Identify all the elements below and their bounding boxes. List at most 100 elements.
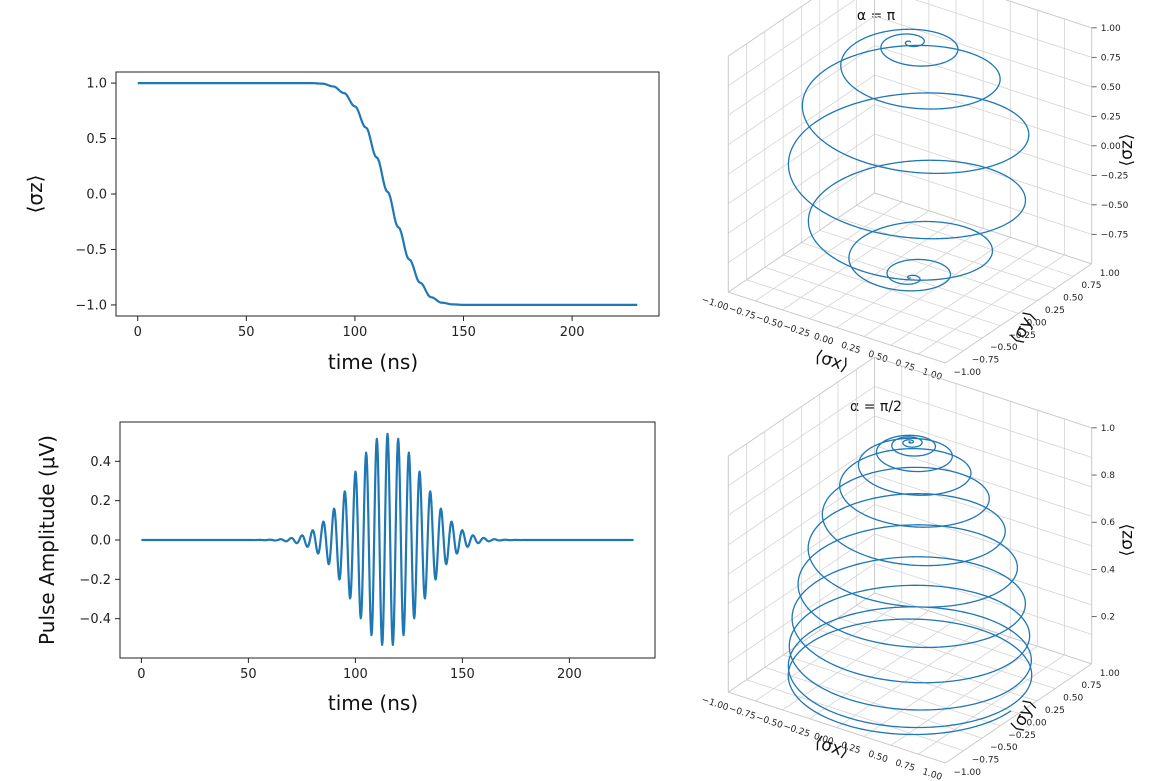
bloch-pi-ztick-label: 0.50	[1101, 83, 1121, 93]
bloch-pi-axes-box	[727, 0, 1093, 364]
sigma-z-xtick-label: 0	[134, 325, 142, 340]
bloch-pi-half-pane-edge	[728, 356, 875, 457]
bloch-pi-ztick-label: −0.25	[1101, 171, 1129, 181]
bloch-pi-half-ytick-label: 0.50	[1063, 694, 1083, 704]
bloch-pi-ytick-label: −0.25	[1008, 331, 1036, 341]
bloch-pi-half-xtick-label: 0.50	[867, 750, 889, 766]
bloch-pi-half-floor-grid	[837, 617, 1056, 690]
bloch-pi-half-zlabel: ⟨σz⟩	[1117, 524, 1137, 557]
pulse-xtick-label: 50	[240, 667, 257, 682]
bloch-pi-xtick-label: 0.75	[894, 358, 916, 374]
bloch-pi-title: α = π	[857, 8, 896, 24]
bloch-pi-half-floor-grid	[801, 642, 1019, 714]
sigma-z-ylabel: ⟨σz⟩	[23, 175, 47, 214]
sigma-z-xtick-label: 100	[343, 325, 368, 340]
pulse-ytick-label: −0.4	[79, 612, 111, 627]
bloch-pi-half-xtick-label: 0.75	[894, 758, 916, 774]
bloch-pi-xtick-label: −0.50	[755, 313, 785, 331]
bloch-pi-half-floor-grid	[918, 654, 1065, 755]
bloch-pi-half-ztick-label: 0.6	[1101, 518, 1116, 528]
bloch-pi-pane-edge	[728, 192, 875, 293]
bloch-pi-half-floor-grid	[856, 605, 1074, 677]
bloch-pi-half-xtick-label: −0.25	[782, 722, 811, 740]
bloch-pi-half-ytick-label: 0.00	[1027, 718, 1047, 728]
sigma-z-ytick-label: 0.5	[86, 132, 107, 147]
bloch-pi-xtick-label: 0.50	[867, 350, 889, 366]
bloch-pi-pane-edge	[1005, 0, 1092, 29]
sigma-z-xlabel: time (ns)	[328, 350, 418, 374]
sigma-z-ytick-label: 0.0	[86, 188, 107, 203]
bloch-pi-half-ytick-label: −0.75	[972, 756, 1000, 766]
bloch-pi-half-ztick-label: 0.8	[1101, 471, 1116, 481]
pulse-xtick-label: 0	[137, 667, 145, 682]
bloch-pi-xtick-label: −0.75	[727, 304, 756, 322]
sigma-z-series-line	[137, 81, 638, 307]
pulse-ytick-label: 0.0	[90, 534, 111, 549]
bloch-pi-ztick-label: 1.00	[1101, 24, 1121, 34]
bloch-pi-wall-grid	[728, 0, 1092, 86]
bloch-pi-floor-grid	[918, 254, 1065, 355]
bloch-pi-half-ztick-label: 0.4	[1101, 565, 1116, 575]
pulse-xlabel: time (ns)	[328, 691, 418, 715]
bloch-pi-half-axes-box	[727, 356, 1093, 764]
sigma-z-ytick-label: −0.5	[75, 243, 107, 258]
bloch-pi-pane-edge	[945, 263, 1092, 364]
bloch-pi-half-ztick-label: 0.2	[1101, 613, 1115, 623]
sigma-z-ytick-label: 1.0	[86, 77, 107, 92]
pulse-ytick-label: 0.4	[90, 455, 111, 470]
bloch-pi-half-xtick-label: −0.75	[727, 704, 756, 722]
pulse-xtick-label: 200	[557, 667, 582, 682]
bloch-pi-half-chart: α = π/2 −1.00−0.75−0.50−0.25 0.000.250.50…	[700, 356, 1137, 781]
pulse-xtick-label: 100	[343, 667, 368, 682]
bloch-pi-ytick-label: 0.50	[1063, 294, 1083, 304]
pulse-series-line	[140, 432, 635, 647]
bloch-pi-ztick-label: −0.75	[1101, 230, 1129, 240]
bloch-pi-floor-grid	[890, 245, 1038, 346]
bloch-pi-half-floor-grid	[819, 629, 1037, 702]
bloch-pi-half-ytick-label: −0.50	[990, 743, 1018, 753]
bloch-pi-half-xtick-label: 1.00	[921, 767, 943, 781]
bloch-pi-half-ytick-label: 0.75	[1081, 681, 1101, 691]
bloch-pi-ytick-label: 1.00	[1100, 269, 1120, 279]
bloch-pi-half-xtick-label: −1.00	[700, 695, 730, 713]
bloch-pi-chart: α = π −1.00−0.75−0.50−0.25 0.000.250.500.…	[700, 0, 1137, 383]
pulse-ticks: 0 50 100 150 200 0.4 0.2 0.0 −0.2 −0.4	[79, 455, 581, 682]
sigma-z-xtick-label: 150	[451, 325, 476, 340]
bloch-pi-ztick-label: 0.00	[1101, 142, 1121, 152]
bloch-pi-ytick-label: −1.00	[953, 368, 981, 378]
bloch-pi-ytick-label: 0.25	[1045, 306, 1065, 316]
pulse-ytick-label: −0.2	[79, 573, 111, 588]
bloch-pi-xtick-label: 0.00	[812, 332, 834, 348]
bloch-pi-half-ytick-label: −0.25	[1008, 731, 1036, 741]
bloch-pi-half-floor-grid	[863, 636, 1011, 737]
bloch-pi-trajectory	[787, 28, 1030, 292]
bloch-pi-half-pane-edge	[945, 663, 1092, 764]
bloch-pi-xtick-label: −1.00	[700, 295, 730, 313]
bloch-pi-ytick-label: −0.75	[972, 356, 1000, 366]
sigma-z-ytick-label: −1.0	[75, 298, 107, 313]
bloch-pi-pane-edge	[874, 192, 1092, 265]
sigma-z-ticks: 0 50 100 150 200 1.0 0.5 0.0 −0.5 −1.0	[75, 77, 584, 340]
bloch-pi-floor-grid	[856, 205, 1074, 277]
bloch-pi-floor-grid	[837, 217, 1056, 290]
bloch-pi-ztick-label: 0.25	[1101, 112, 1121, 122]
bloch-pi-ytick-label: −0.50	[990, 343, 1018, 353]
bloch-pi-half-trajectory	[787, 434, 1033, 736]
bloch-pi-half-xlabel: ⟨σx⟩	[812, 732, 851, 762]
bloch-pi-half-ztick-label: 1.0	[1101, 424, 1116, 434]
bloch-pi-pane-edge	[728, 291, 946, 364]
bloch-pi-xtick-label: 1.00	[921, 367, 943, 383]
bloch-pi-half-pane-edge	[728, 691, 946, 764]
bloch-pi-half-ytick-label: 0.25	[1045, 706, 1065, 716]
bloch-pi-half-ytick-label: 1.00	[1100, 669, 1120, 679]
bloch-pi-zlabel: ⟨σz⟩	[1117, 134, 1137, 167]
bloch-pi-ytick-label: 0.00	[1027, 318, 1047, 328]
sigma-z-xtick-label: 200	[560, 325, 585, 340]
bloch-pi-xtick-label: −0.25	[782, 322, 811, 340]
bloch-pi-half-ytick-label: −1.00	[953, 768, 981, 778]
pulse-ylabel: Pulse Amplitude (μV)	[35, 435, 59, 645]
bloch-pi-pane-edge	[728, 0, 812, 57]
bloch-pi-half-title: α = π/2	[850, 399, 902, 415]
bloch-pi-half-xtick-label: −0.50	[755, 713, 785, 731]
